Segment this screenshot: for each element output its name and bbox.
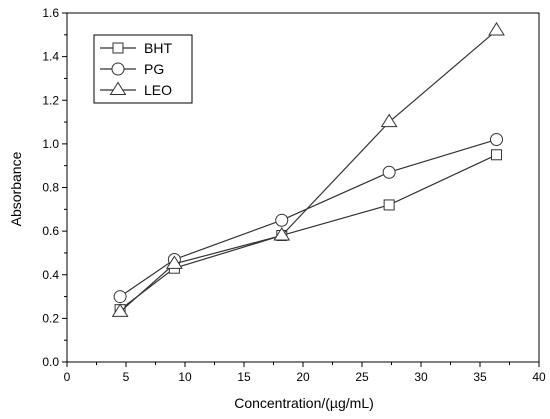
legend-label-leo: LEO [144, 82, 172, 98]
x-tick-label: 30 [414, 370, 428, 384]
x-tick-label: 5 [123, 370, 130, 384]
data-point-pg [275, 213, 289, 227]
legend: BHT PG LEO [93, 34, 193, 104]
y-tick-label: 0.2 [42, 311, 59, 325]
x-axis-label: Concentration/(µg/mL) [234, 395, 374, 411]
legend-label-bht: BHT [144, 40, 172, 56]
y-tick-label: 0.0 [42, 355, 59, 369]
x-tick-label: 40 [532, 370, 546, 384]
data-point-leo [488, 22, 505, 36]
data-point-pg [113, 290, 127, 304]
x-tick-label: 0 [64, 370, 71, 384]
x-tick-label: 25 [355, 370, 369, 384]
legend-label-pg: PG [144, 61, 164, 77]
y-axis-label: Absorbance [8, 151, 24, 226]
y-tick-label: 0.6 [42, 224, 59, 238]
series-line-bht [119, 154, 497, 311]
x-tick-label: 10 [178, 370, 192, 384]
y-tick-label: 0.4 [42, 268, 59, 282]
data-point-bht [383, 199, 395, 211]
data-point-leo [380, 113, 398, 128]
y-axis-ticks: 0.0 0.2 0.4 0.6 0.8 1.0 1.2 1.4 1.6 [42, 6, 67, 369]
data-point-pg [382, 165, 396, 179]
y-tick-label: 1.4 [42, 50, 59, 64]
data-series [111, 22, 505, 317]
data-point-leo [273, 227, 291, 241]
series-pg [113, 133, 504, 304]
y-tick-label: 0.8 [42, 181, 59, 195]
data-point-pg [490, 133, 504, 147]
series-leo [111, 22, 505, 317]
x-tick-label: 20 [296, 370, 310, 384]
series-bht [114, 149, 503, 316]
y-tick-label: 1.6 [42, 6, 59, 20]
x-tick-label: 35 [473, 370, 487, 384]
data-point-bht [491, 149, 503, 161]
x-axis-ticks: 0 5 10 15 20 25 30 35 40 [64, 362, 546, 384]
legend-marker-bht [112, 42, 124, 54]
data-point-leo [165, 255, 183, 269]
legend-marker-pg [111, 62, 125, 76]
y-tick-label: 1.0 [42, 137, 59, 151]
y-tick-label: 1.2 [42, 93, 59, 107]
x-tick-label: 15 [237, 370, 251, 384]
data-point-leo [111, 303, 129, 317]
legend-marker-leo [109, 81, 127, 95]
